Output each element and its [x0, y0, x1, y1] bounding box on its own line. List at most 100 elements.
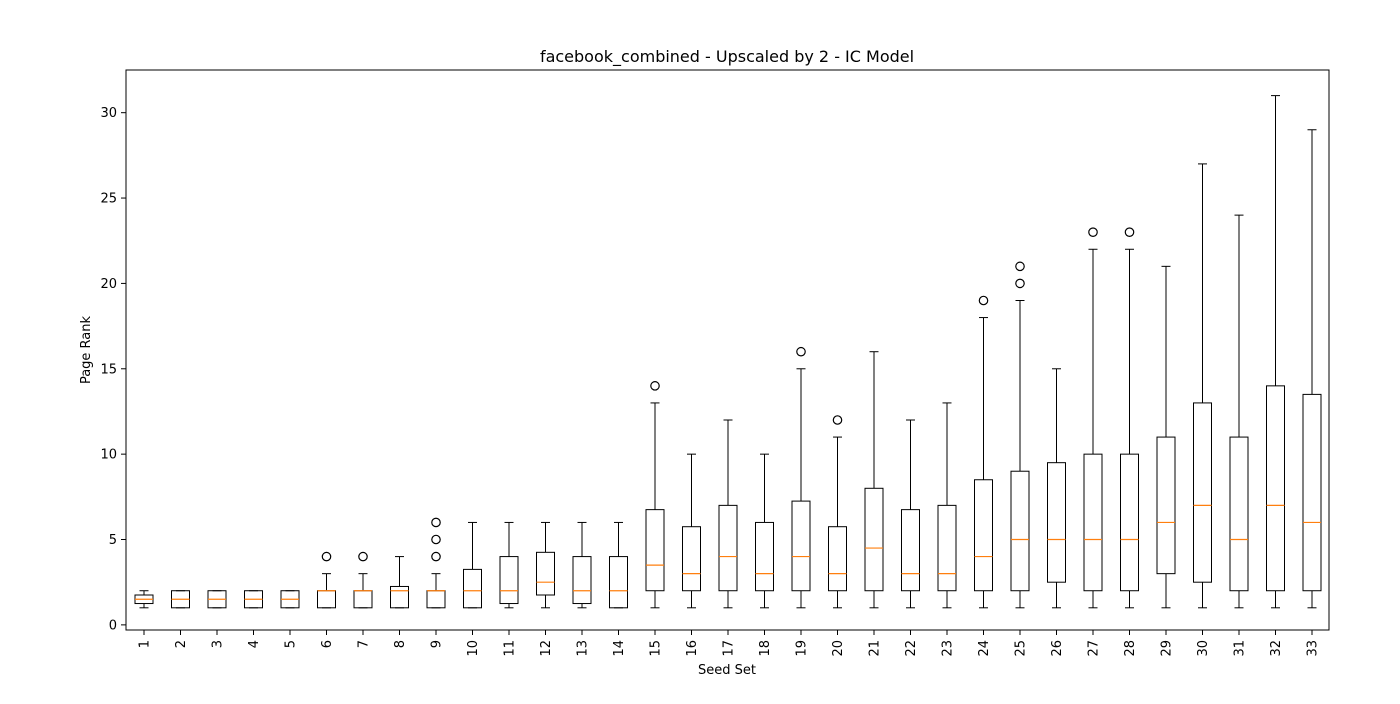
box-iqr — [682, 526, 701, 592]
box-seed-set-4 — [244, 590, 263, 609]
box-seed-set-30 — [1193, 163, 1212, 609]
box-iqr — [937, 504, 957, 592]
x-tick-label: 31 — [1233, 640, 1248, 657]
x-tick-label: 4 — [247, 640, 262, 648]
box-iqr — [463, 568, 482, 609]
outlier-point — [358, 551, 368, 562]
x-tick-label: 2 — [174, 640, 189, 648]
x-tick-label: 7 — [357, 640, 372, 648]
y-axis-ticks: 0 5 10 15 20 25 30 — [100, 106, 126, 633]
outlier-point — [796, 346, 806, 357]
x-tick-label: 16 — [685, 640, 700, 657]
x-tick-label: 15 — [649, 640, 664, 657]
box-iqr — [572, 556, 592, 605]
x-tick-label: 6 — [320, 640, 335, 648]
x-tick-label: 21 — [868, 640, 883, 657]
box-seed-set-14 — [609, 521, 628, 609]
outlier-point — [1088, 227, 1098, 237]
box-iqr — [1193, 402, 1212, 583]
x-tick-label: 25 — [1014, 640, 1029, 657]
box-iqr — [317, 590, 336, 609]
x-tick-label: 26 — [1050, 640, 1065, 657]
outlier-point — [431, 534, 441, 545]
box-seed-set-6 — [317, 551, 336, 609]
box-iqr — [828, 526, 847, 592]
x-tick-label: 30 — [1196, 640, 1211, 657]
x-tick-label: 27 — [1087, 640, 1102, 657]
x-tick-label: 29 — [1160, 640, 1175, 657]
box-iqr — [645, 509, 665, 592]
outlier-point — [431, 551, 441, 562]
x-tick-label: 12 — [539, 640, 554, 657]
box-seed-set-26 — [1047, 368, 1066, 609]
box-seed-set-11 — [499, 521, 519, 609]
box-iqr — [718, 504, 738, 592]
box-seed-set-17 — [718, 419, 738, 609]
box-seed-set-2 — [171, 590, 190, 609]
box-seed-set-5 — [280, 590, 300, 609]
box-seed-set-13 — [572, 521, 592, 609]
box-seed-set-15 — [645, 381, 665, 609]
outlier-point — [321, 551, 332, 562]
box-seed-set-1 — [134, 590, 154, 609]
x-tick-label: 1 — [138, 640, 153, 648]
box-iqr — [755, 521, 774, 592]
y-tick-label: 30 — [100, 106, 117, 121]
x-tick-label: 33 — [1306, 640, 1321, 657]
y-tick-label: 20 — [100, 277, 117, 292]
x-tick-label: 24 — [977, 640, 992, 657]
box-seed-set-19 — [791, 346, 811, 609]
outlier-point — [1015, 278, 1025, 289]
box-seed-set-7 — [353, 551, 373, 609]
x-tick-label: 10 — [466, 640, 481, 657]
x-axis-label: Seed Set — [698, 663, 756, 678]
box-iqr — [791, 500, 811, 592]
outlier-point — [431, 517, 441, 528]
outlier-point — [978, 295, 989, 306]
x-axis-ticks: 1 2 3 4 5 6 7 8 9 10 11 12 13 14 15 16 17 18 19 20 21 22 23 24 2… — [138, 630, 1321, 657]
box-iqr — [1302, 393, 1322, 592]
box-seed-set-9 — [426, 517, 446, 609]
y-axis-label: Page Rank — [79, 315, 94, 384]
box-iqr — [390, 585, 409, 609]
box-seed-set-16 — [682, 453, 701, 609]
box-iqr — [1010, 470, 1030, 592]
box-seed-set-10 — [463, 521, 482, 609]
box-iqr — [864, 487, 884, 592]
box-seed-set-23 — [937, 402, 957, 609]
box-seed-set-22 — [901, 419, 920, 609]
x-tick-label: 32 — [1269, 640, 1284, 657]
box-iqr — [901, 509, 920, 592]
box-iqr — [1047, 462, 1066, 583]
box-iqr — [609, 556, 628, 609]
box-series — [134, 95, 1322, 609]
y-tick-label: 15 — [100, 362, 117, 377]
x-tick-label: 14 — [612, 640, 627, 657]
box-iqr — [536, 551, 555, 596]
box-iqr — [1266, 385, 1285, 592]
y-tick-label: 10 — [100, 448, 117, 463]
box-iqr — [353, 590, 373, 609]
y-tick-label: 0 — [109, 618, 117, 633]
box-seed-set-32 — [1266, 95, 1285, 609]
box-iqr — [499, 556, 519, 605]
box-iqr — [426, 590, 446, 609]
box-seed-set-25 — [1010, 261, 1030, 609]
box-iqr — [1229, 436, 1249, 592]
outlier-point — [1015, 261, 1025, 272]
outlier-point — [1124, 227, 1135, 237]
x-tick-label: 19 — [795, 640, 810, 657]
x-tick-label: 8 — [393, 640, 408, 648]
x-tick-label: 13 — [576, 640, 591, 657]
box-seed-set-3 — [207, 590, 227, 609]
x-tick-label: 9 — [430, 640, 445, 648]
x-tick-label: 18 — [758, 640, 773, 657]
x-tick-label: 28 — [1123, 640, 1138, 657]
x-tick-label: 20 — [831, 640, 846, 657]
x-tick-label: 3 — [211, 640, 226, 648]
x-tick-label: 17 — [722, 640, 737, 657]
x-tick-label: 23 — [941, 640, 956, 657]
box-seed-set-12 — [536, 521, 555, 609]
